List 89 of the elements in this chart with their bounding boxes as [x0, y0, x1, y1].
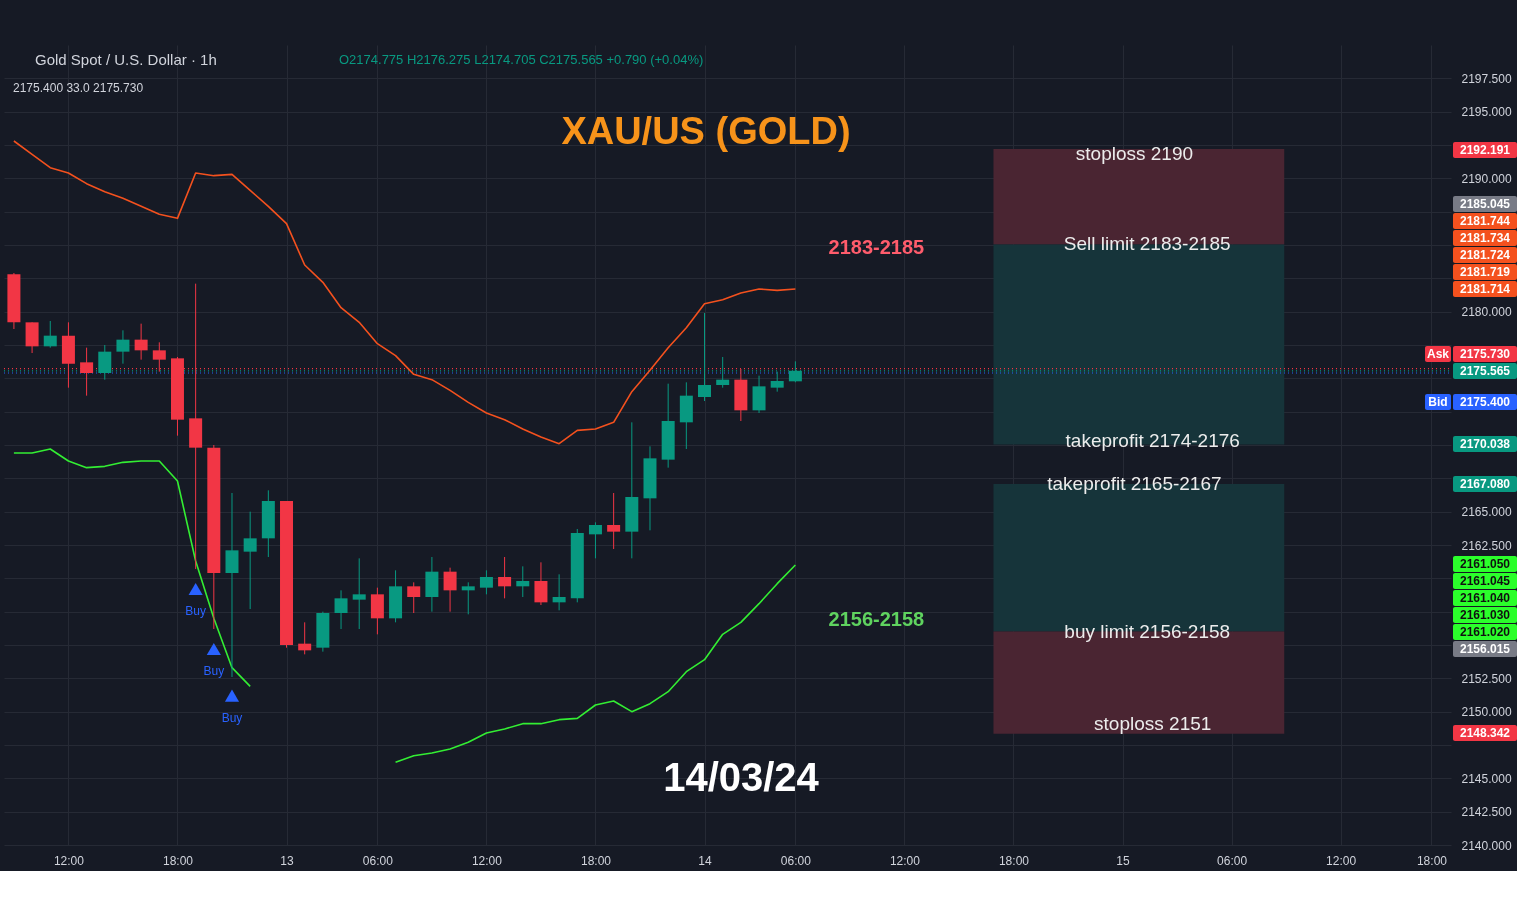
text: 2181.724 [1459, 248, 1511, 262]
text: 2175.400 [1459, 395, 1511, 409]
x-tick-label: 18:00 [580, 853, 612, 868]
annotation: 2175.400 33.0 2175.730 [13, 81, 144, 95]
text: 2167.080 [1459, 477, 1511, 491]
text: 2181.734 [1459, 231, 1511, 245]
x-tick-label: 18:00 [162, 853, 194, 868]
text: 2161.030 [1459, 608, 1511, 622]
text: 2181.714 [1459, 282, 1511, 296]
candlestick [298, 621, 312, 655]
text: 2181.719 [1459, 265, 1511, 279]
annotation: buy limit 2156-2158 [1064, 621, 1231, 642]
y-tick-label: 2165.000 [1461, 505, 1512, 520]
point [224, 689, 240, 702]
annotation: 2183-2185 [828, 236, 925, 258]
candlestick [770, 371, 784, 393]
ref-line-label: Bid [1428, 395, 1448, 409]
y-tick-label: 2190.000 [1461, 171, 1512, 186]
y-tick-label: 2162.500 [1461, 538, 1512, 553]
candlestick [461, 581, 475, 615]
x-tick-label: 14 [698, 853, 712, 868]
text: 2161.045 [1459, 574, 1511, 588]
candlestick [607, 492, 621, 550]
candlestick [134, 323, 148, 361]
y-tick-label: 2152.500 [1461, 671, 1512, 686]
y-tick-label: 2142.500 [1461, 805, 1512, 820]
candlestick [243, 511, 257, 610]
candlestick [25, 321, 39, 354]
y-tick-label: 2140.000 [1461, 838, 1512, 853]
candlestick [752, 375, 766, 414]
x-tick-label: 06:00 [780, 853, 812, 868]
y-tick-label: 2195.000 [1461, 105, 1512, 120]
candlestick [698, 312, 712, 402]
text: 2181.744 [1459, 214, 1511, 228]
x-tick-label: 12:00 [471, 853, 503, 868]
text: 2161.020 [1459, 625, 1511, 639]
x-tick-label: 06:00 [362, 853, 394, 868]
chart-subtitle: Gold Spot / U.S. Dollar · 1h [35, 51, 217, 68]
point [206, 642, 221, 656]
candlestick [552, 573, 566, 611]
x-tick-label: 06:00 [1217, 853, 1248, 868]
candlestick [43, 320, 57, 349]
y-tick-label: 2150.000 [1461, 705, 1512, 720]
data-label: Buy [185, 604, 206, 618]
annotation: stoploss 2151 [1094, 713, 1212, 734]
data-label: Buy [221, 710, 243, 725]
x-tick-label: 15 [1116, 853, 1130, 868]
candlestick [407, 581, 421, 614]
candlestick [479, 569, 493, 595]
annotation: 14/03/24 [663, 755, 820, 799]
candlestick [352, 557, 366, 630]
annotation: stoploss 2190 [1075, 143, 1194, 164]
text: 2175.730 [1459, 347, 1511, 361]
text: 2175.565 [1459, 364, 1511, 378]
x-tick-label: 13 [280, 853, 295, 868]
annotation: O2174.775 H2176.275 L2174.705 C2175.565 +0.790 (+0.04%) [339, 52, 704, 67]
candlestick [116, 329, 130, 365]
text: 2185.045 [1459, 197, 1511, 211]
candlestick [80, 347, 94, 397]
annotation: takeprofit 2165-2167 [1047, 473, 1222, 494]
annotation: takeprofit 2174-2176 [1065, 430, 1240, 451]
annotation: Sell limit 2183-2185 [1063, 233, 1231, 254]
ref-line-label: Ask [1426, 347, 1450, 361]
text: 2192.191 [1459, 143, 1511, 157]
annotation: 2156-2158 [828, 608, 925, 630]
x-tick-label: 18:00 [998, 853, 1030, 868]
text: 2161.050 [1459, 557, 1511, 571]
candlestick [225, 492, 239, 678]
y-tick-label: 2197.500 [1461, 71, 1512, 86]
point [188, 582, 203, 596]
text: 2170.038 [1459, 437, 1511, 451]
x-tick-label: 12:00 [1326, 853, 1357, 868]
text: 2156.015 [1459, 642, 1511, 656]
x-tick-label: 18:00 [1416, 853, 1448, 868]
y-tick-label: 2180.000 [1461, 305, 1512, 320]
text: 2148.342 [1459, 726, 1511, 740]
x-tick-label: 12:00 [53, 853, 85, 868]
candlestick [516, 565, 530, 598]
text: 2161.040 [1459, 591, 1511, 605]
text: XAU/US (GOLD) [561, 110, 851, 152]
candlestick [443, 567, 457, 613]
candlestick [498, 556, 512, 599]
y-tick-label: 2145.000 [1461, 771, 1512, 786]
candlestick [534, 561, 548, 606]
candlestick [370, 587, 384, 635]
x-tick-label: 12:00 [889, 853, 921, 868]
candlestick [588, 521, 602, 559]
candlestick [334, 589, 348, 630]
data-label: Buy [203, 664, 225, 678]
